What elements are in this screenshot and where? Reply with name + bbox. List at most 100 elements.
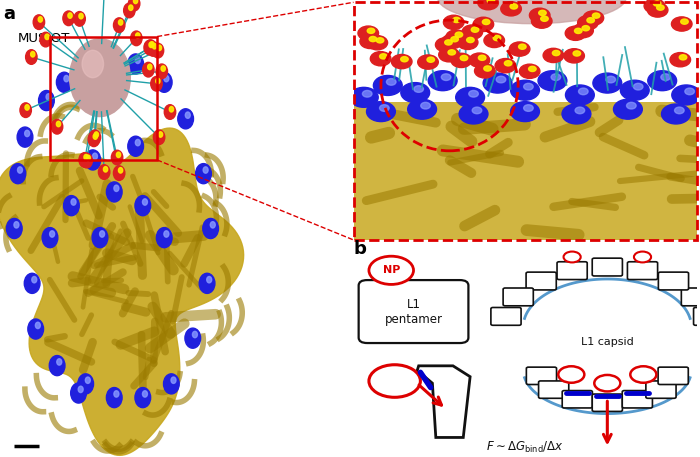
- Ellipse shape: [438, 0, 626, 24]
- Circle shape: [564, 251, 581, 262]
- Text: L1
pentamer: L1 pentamer: [384, 298, 442, 325]
- Circle shape: [51, 119, 63, 134]
- Circle shape: [510, 42, 530, 56]
- Circle shape: [135, 139, 140, 146]
- Circle shape: [148, 64, 152, 69]
- Circle shape: [106, 57, 112, 64]
- Circle shape: [592, 13, 600, 18]
- Circle shape: [543, 48, 564, 63]
- Circle shape: [40, 32, 51, 47]
- Circle shape: [69, 39, 130, 117]
- Circle shape: [17, 127, 33, 147]
- Circle shape: [473, 17, 494, 32]
- Circle shape: [153, 130, 164, 144]
- Circle shape: [131, 31, 142, 46]
- Circle shape: [439, 48, 459, 62]
- Circle shape: [566, 85, 594, 105]
- Text: NP: NP: [382, 266, 400, 275]
- Circle shape: [78, 386, 83, 393]
- Circle shape: [143, 62, 154, 77]
- Circle shape: [573, 51, 580, 56]
- FancyBboxPatch shape: [503, 288, 533, 306]
- FancyBboxPatch shape: [592, 394, 622, 411]
- Circle shape: [156, 64, 167, 79]
- Circle shape: [594, 375, 620, 392]
- Circle shape: [193, 331, 197, 338]
- Circle shape: [675, 107, 684, 114]
- Circle shape: [114, 185, 119, 191]
- Circle shape: [158, 132, 162, 137]
- Circle shape: [149, 42, 153, 48]
- Circle shape: [128, 54, 144, 74]
- Circle shape: [164, 231, 169, 237]
- Circle shape: [379, 105, 389, 112]
- Circle shape: [128, 0, 140, 11]
- Circle shape: [453, 17, 460, 22]
- Circle shape: [540, 16, 548, 21]
- Circle shape: [33, 15, 45, 29]
- Circle shape: [363, 90, 372, 97]
- Circle shape: [203, 167, 208, 173]
- Circle shape: [92, 153, 97, 159]
- FancyBboxPatch shape: [592, 258, 622, 276]
- Circle shape: [671, 17, 692, 31]
- Circle shape: [524, 105, 533, 112]
- Circle shape: [467, 37, 474, 43]
- Circle shape: [670, 53, 691, 67]
- Circle shape: [519, 64, 540, 79]
- Circle shape: [74, 11, 85, 26]
- Circle shape: [10, 164, 26, 184]
- Circle shape: [494, 36, 500, 41]
- Circle shape: [482, 19, 490, 25]
- Circle shape: [25, 273, 40, 293]
- Circle shape: [113, 18, 125, 32]
- Circle shape: [634, 251, 651, 262]
- Circle shape: [524, 83, 533, 90]
- Circle shape: [38, 90, 55, 111]
- Circle shape: [578, 88, 588, 95]
- Circle shape: [46, 94, 51, 100]
- Circle shape: [82, 50, 104, 78]
- Circle shape: [20, 103, 32, 117]
- Circle shape: [462, 25, 482, 39]
- FancyBboxPatch shape: [681, 288, 700, 306]
- Circle shape: [206, 276, 211, 283]
- Circle shape: [93, 134, 97, 139]
- Circle shape: [92, 228, 108, 248]
- Circle shape: [79, 13, 83, 19]
- Circle shape: [6, 218, 22, 239]
- FancyBboxPatch shape: [557, 262, 587, 280]
- Circle shape: [653, 1, 661, 6]
- Circle shape: [379, 54, 387, 59]
- Circle shape: [25, 105, 29, 110]
- Circle shape: [391, 54, 412, 69]
- Circle shape: [441, 74, 451, 80]
- Circle shape: [113, 166, 125, 181]
- Circle shape: [483, 73, 512, 93]
- Circle shape: [81, 153, 92, 168]
- Circle shape: [118, 20, 122, 25]
- Circle shape: [156, 72, 172, 92]
- Circle shape: [35, 322, 41, 329]
- Circle shape: [38, 16, 43, 22]
- Circle shape: [626, 102, 636, 109]
- Circle shape: [368, 28, 374, 33]
- Circle shape: [185, 328, 201, 348]
- Circle shape: [135, 57, 140, 64]
- Circle shape: [369, 256, 414, 284]
- Circle shape: [79, 153, 90, 167]
- Circle shape: [78, 374, 94, 394]
- Circle shape: [562, 104, 591, 124]
- Circle shape: [358, 26, 379, 40]
- Circle shape: [370, 52, 391, 66]
- Circle shape: [613, 99, 643, 119]
- FancyBboxPatch shape: [526, 272, 556, 290]
- Circle shape: [63, 11, 74, 26]
- Circle shape: [582, 26, 589, 31]
- Circle shape: [150, 76, 162, 91]
- Circle shape: [661, 74, 671, 80]
- Circle shape: [94, 132, 99, 138]
- Circle shape: [496, 76, 506, 83]
- Circle shape: [500, 2, 522, 16]
- Circle shape: [68, 13, 72, 18]
